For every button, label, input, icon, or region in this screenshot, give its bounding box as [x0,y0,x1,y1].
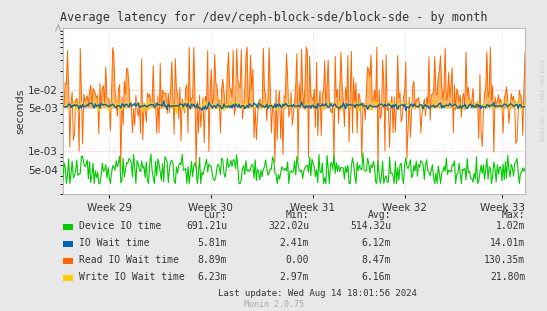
Text: Avg:: Avg: [368,210,391,220]
Text: RRDTOOL / TOBI OETIKER: RRDTOOL / TOBI OETIKER [541,58,546,141]
Text: 2.41m: 2.41m [280,238,309,248]
Text: 6.16m: 6.16m [362,272,391,282]
Text: Average latency for /dev/ceph-block-sde/block-sde - by month: Average latency for /dev/ceph-block-sde/… [60,11,487,24]
Text: 6.23m: 6.23m [197,272,227,282]
Text: 691.21u: 691.21u [186,221,227,231]
Y-axis label: seconds: seconds [15,88,25,134]
Text: IO Wait time: IO Wait time [79,238,150,248]
Text: 2.97m: 2.97m [280,272,309,282]
Text: 6.12m: 6.12m [362,238,391,248]
Text: 14.01m: 14.01m [490,238,525,248]
Text: Last update: Wed Aug 14 18:01:56 2024: Last update: Wed Aug 14 18:01:56 2024 [218,289,417,298]
Text: 8.47m: 8.47m [362,255,391,265]
Text: 0.00: 0.00 [286,255,309,265]
Text: 5.81m: 5.81m [197,238,227,248]
Text: 1.02m: 1.02m [496,221,525,231]
Text: 21.80m: 21.80m [490,272,525,282]
Text: Munin 2.0.75: Munin 2.0.75 [243,300,304,309]
Text: Cur:: Cur: [203,210,227,220]
Text: Max:: Max: [502,210,525,220]
Text: Min:: Min: [286,210,309,220]
Text: Device IO time: Device IO time [79,221,161,231]
Text: 322.02u: 322.02u [268,221,309,231]
Text: Write IO Wait time: Write IO Wait time [79,272,185,282]
Text: 514.32u: 514.32u [350,221,391,231]
Text: 8.89m: 8.89m [197,255,227,265]
Text: 130.35m: 130.35m [484,255,525,265]
Text: Read IO Wait time: Read IO Wait time [79,255,179,265]
